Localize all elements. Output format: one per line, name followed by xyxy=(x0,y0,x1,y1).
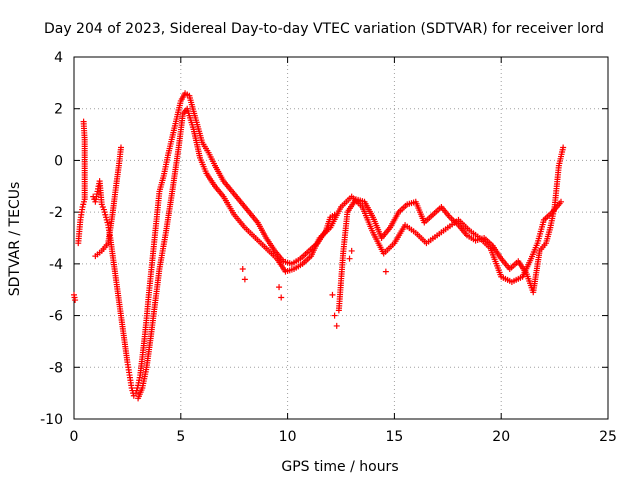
series-main-trace xyxy=(71,90,567,399)
data-point xyxy=(560,144,567,151)
plot-border xyxy=(73,56,609,420)
data-marks xyxy=(71,90,567,402)
data-point xyxy=(346,255,353,262)
series-secondary-trace xyxy=(92,105,565,402)
y-tick-label: -2 xyxy=(49,205,63,221)
y-tick-label: -8 xyxy=(49,360,63,376)
plot-frame xyxy=(73,56,609,420)
data-point xyxy=(80,118,87,125)
data-point xyxy=(331,312,338,319)
x-axis-label: GPS time / hours xyxy=(281,459,398,475)
data-point xyxy=(241,276,248,283)
x-tick-label: 5 xyxy=(176,429,185,445)
y-tick-label: 2 xyxy=(54,102,63,118)
data-point xyxy=(329,291,336,298)
y-axis-label: SDTVAR / TECUs xyxy=(7,182,23,297)
series-outlier-spikes xyxy=(239,247,389,329)
y-tick-label: -4 xyxy=(49,257,63,273)
chart-title: Day 204 of 2023, Sidereal Day-to-day VTE… xyxy=(44,21,604,37)
y-tick-label: -6 xyxy=(49,309,63,325)
data-point xyxy=(239,266,246,273)
y-tick-label: -10 xyxy=(40,412,63,428)
x-tick-label: 25 xyxy=(599,429,617,445)
data-point xyxy=(382,268,389,275)
x-tick-label: 10 xyxy=(279,429,297,445)
data-point xyxy=(276,284,283,291)
data-point xyxy=(333,322,340,329)
tick-layer: 0 5 10 15 20 25 -10 -8 -6 -4 -2 0 2 4 xyxy=(40,50,617,445)
x-tick-label: 0 xyxy=(70,429,79,445)
x-tick-label: 15 xyxy=(385,429,403,445)
data-point xyxy=(348,247,355,254)
data-point xyxy=(278,294,285,301)
y-tick-label: 4 xyxy=(54,50,63,66)
data-point xyxy=(558,198,565,205)
data-point xyxy=(72,297,79,304)
data-point xyxy=(117,144,124,151)
x-tick-label: 20 xyxy=(492,429,510,445)
y-tick-label: 0 xyxy=(54,153,63,169)
